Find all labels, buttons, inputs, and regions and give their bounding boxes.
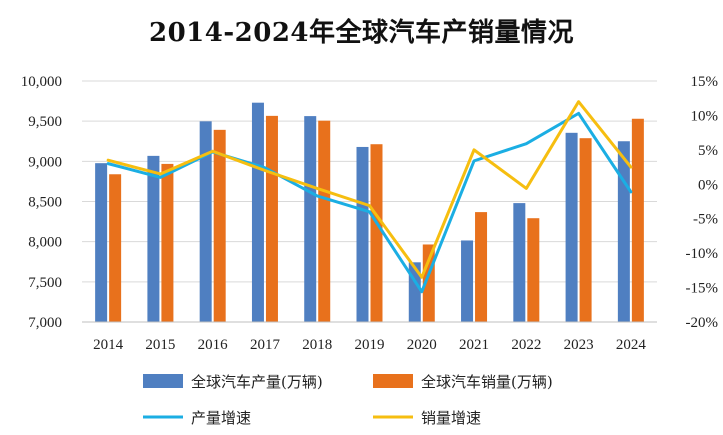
chart-title: 2014-2024年全球汽车产销量情况: [148, 18, 575, 48]
bar-sales: [475, 212, 488, 322]
bar-sales: [318, 120, 331, 323]
x-tick-label: 2016: [198, 337, 229, 353]
y-left-tick-label: 8,000: [28, 235, 62, 251]
legend-label: 销量增速: [421, 409, 481, 427]
y-left-tick-label: 7,500: [28, 275, 62, 291]
y-left-tick-label: 9,000: [28, 154, 62, 170]
y-right-tick-label: 15%: [691, 74, 719, 90]
bar-production: [513, 203, 526, 322]
bar-production: [565, 132, 578, 322]
y-left-tick-label: 7,000: [28, 315, 62, 331]
x-tick-label: 2021: [459, 337, 489, 353]
bar-production: [199, 121, 212, 322]
y-right-tick-label: 10%: [691, 108, 719, 124]
y-left-tick-label: 8,500: [28, 195, 62, 211]
x-tick-label: 2017: [250, 337, 281, 353]
bar-sales: [265, 115, 278, 322]
x-tick-label: 2023: [564, 337, 594, 353]
x-tick-label: 2024: [616, 337, 647, 353]
bar-production: [356, 146, 369, 322]
y-right-tick-label: -15%: [686, 281, 719, 297]
bar-sales: [631, 118, 644, 322]
y-right-tick-label: 5%: [698, 143, 718, 159]
legend-label: 产量增速: [191, 409, 251, 427]
bar-production: [251, 102, 264, 322]
y-right-tick-label: -5%: [693, 212, 718, 228]
bar-production: [147, 155, 160, 322]
line-production-growth: [106, 111, 633, 294]
y-right-tick-label: -20%: [686, 315, 719, 331]
x-tick-label: 2018: [302, 337, 332, 353]
y-right-tick-label: -10%: [686, 246, 719, 262]
legend-label: 全球汽车销量(万辆): [421, 373, 553, 391]
x-tick-label: 2019: [355, 337, 385, 353]
legend-swatch: [373, 374, 413, 388]
bar-sales: [370, 144, 383, 322]
y-right-tick-label: 0%: [698, 177, 718, 193]
bar-production: [617, 141, 630, 322]
bar-production: [95, 163, 108, 322]
x-tick-label: 2022: [511, 337, 541, 353]
bar-sales: [527, 218, 540, 322]
bar-sales: [213, 129, 226, 322]
line-sales-growth: [106, 100, 633, 279]
bar-production: [461, 240, 474, 322]
x-tick-label: 2020: [407, 337, 437, 353]
y-left-tick-label: 10,000: [21, 74, 62, 90]
y-left-tick-label: 9,500: [28, 114, 62, 130]
legend-swatch: [143, 374, 183, 388]
bar-sales: [161, 163, 174, 322]
bar-sales: [579, 138, 592, 322]
x-tick-label: 2015: [145, 337, 175, 353]
x-tick-label: 2014: [93, 337, 124, 353]
bar-production: [304, 116, 317, 322]
bar-sales: [109, 174, 122, 322]
legend-label: 全球汽车产量(万辆): [191, 373, 323, 391]
